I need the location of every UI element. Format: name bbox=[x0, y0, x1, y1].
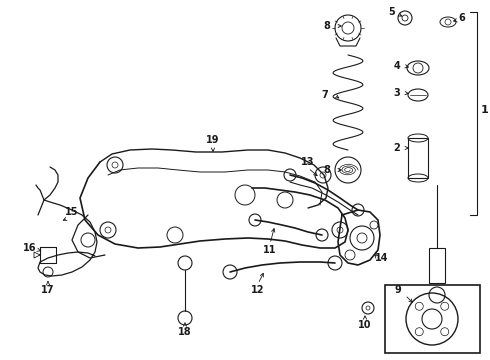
Bar bbox=[408, 138, 428, 178]
Text: 14: 14 bbox=[375, 253, 389, 263]
Bar bbox=[429, 248, 445, 283]
Text: 17: 17 bbox=[41, 285, 55, 295]
Text: 4: 4 bbox=[393, 61, 400, 71]
Text: 16: 16 bbox=[23, 243, 37, 253]
Text: 3: 3 bbox=[393, 88, 400, 98]
Text: 6: 6 bbox=[459, 13, 466, 23]
Text: 19: 19 bbox=[206, 135, 220, 145]
Text: 1: 1 bbox=[481, 105, 489, 115]
Text: 12: 12 bbox=[251, 285, 265, 295]
Text: 15: 15 bbox=[65, 207, 79, 217]
Text: 8: 8 bbox=[323, 165, 330, 175]
Text: 2: 2 bbox=[393, 143, 400, 153]
Text: 10: 10 bbox=[358, 320, 372, 330]
Text: 5: 5 bbox=[389, 7, 395, 17]
Text: 18: 18 bbox=[178, 327, 192, 337]
Bar bbox=[385, 285, 480, 353]
Text: 9: 9 bbox=[394, 285, 401, 295]
Text: 11: 11 bbox=[263, 245, 277, 255]
Text: 8: 8 bbox=[323, 21, 330, 31]
Text: 13: 13 bbox=[301, 157, 315, 167]
Text: 7: 7 bbox=[321, 90, 328, 100]
